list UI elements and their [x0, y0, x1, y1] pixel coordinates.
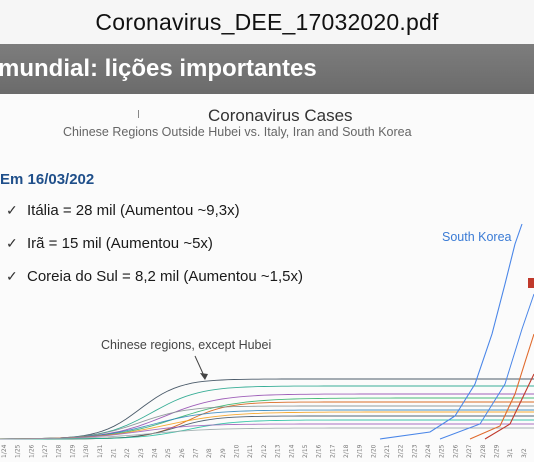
annotation-arrow	[194, 355, 208, 380]
x-tick-label: 2/29	[493, 444, 500, 458]
x-tick-label: 2/14	[288, 444, 295, 458]
x-tick-label: 1/28	[56, 444, 63, 458]
window-title: Coronavirus_DEE_17032020.pdf	[95, 8, 439, 35]
check-icon: ✓	[6, 235, 18, 251]
x-tick-label: 2/25	[439, 444, 446, 458]
x-tick-label: 1/25	[15, 444, 22, 458]
chart-series-line	[0, 397, 534, 440]
chart-series-line	[0, 427, 534, 440]
x-tick-label: 2/28	[480, 444, 487, 458]
red-marker	[528, 278, 534, 288]
x-tick-label: 2/12	[261, 444, 268, 458]
x-tick-label: 3/2	[521, 448, 528, 458]
x-tick-label: 1/27	[42, 444, 49, 458]
chart-series-line	[0, 405, 534, 440]
bullet-text: Irã = 15 mil (Aumentou ~5x)	[27, 235, 213, 252]
x-tick-label: 2/4	[151, 448, 158, 458]
x-tick-label: 2/2	[124, 448, 131, 458]
x-tick-label: 2/6	[179, 448, 186, 458]
x-tick-label: 2/3	[138, 448, 145, 458]
x-tick-label: 2/26	[452, 444, 459, 458]
x-tick-label: 2/23	[411, 444, 418, 458]
x-tick-label: 2/19	[357, 444, 364, 458]
check-icon: ✓	[6, 268, 18, 284]
x-tick-label: 1/30	[83, 444, 90, 458]
italy-series-line	[469, 333, 534, 440]
x-tick-label: 2/5	[165, 448, 172, 458]
x-tick-label: 2/15	[302, 444, 309, 458]
x-tick-label: 3/1	[507, 448, 514, 458]
chart-annotation-chinese-regions: Chinese regions, except Hubei	[101, 338, 272, 352]
check-icon: ✓	[6, 202, 18, 218]
x-tick-label: 2/27	[466, 444, 473, 458]
x-tick-label: 2/21	[384, 444, 391, 458]
chart-title: Coronavirus Cases	[208, 106, 353, 125]
chart-lines	[0, 223, 534, 440]
x-tick-label: 2/10	[234, 444, 241, 458]
bullet-text: Itália = 28 mil (Aumentou ~9,3x)	[27, 202, 240, 219]
x-tick-label: 1/24	[1, 444, 8, 458]
cases-line-chart: 1/24 1/25 1/26 1/27 1/28 1/29 1/30 1/31 2/1 2/2 2/…	[0, 223, 534, 458]
x-tick-label: 2/20	[370, 444, 377, 458]
south-korea-series-line-2	[439, 293, 534, 440]
x-tick-label: 1/29	[69, 444, 76, 458]
x-tick-label: 2/8	[206, 448, 213, 458]
chart-series-line	[0, 419, 534, 440]
chart-annotation-south-korea: South Korea	[442, 230, 512, 244]
x-tick-label: 2/18	[343, 444, 350, 458]
x-tick-label: 2/22	[398, 444, 405, 458]
south-korea-series-line	[379, 223, 523, 440]
date-heading: Em 16/03/202	[0, 171, 95, 188]
chart-series-line	[0, 409, 534, 440]
chart-subtitle: Chinese Regions Outside Hubei vs. Italy,…	[63, 125, 412, 139]
iran-series-line	[484, 373, 534, 440]
x-tick-label: 2/11	[247, 444, 254, 458]
slide-header-bar: mundial: lições importantes	[0, 44, 534, 94]
chart-series-line	[0, 378, 534, 440]
chart-series-line	[0, 423, 534, 440]
bullet-text: Coreia do Sul = 8,2 mil (Aumentou ~1,5x)	[27, 268, 303, 285]
x-axis-ticks: 1/24 1/25 1/26 1/27 1/28 1/29 1/30 1/31 2/1 2/2 2/…	[1, 444, 528, 458]
x-tick-label: 2/9	[220, 448, 227, 458]
x-tick-label: 2/13	[275, 444, 282, 458]
x-tick-label: 1/31	[97, 444, 104, 458]
slide-tick-mark	[138, 110, 139, 118]
chart-series-line	[0, 415, 534, 440]
x-tick-label: 2/16	[316, 444, 323, 458]
x-tick-label: 1/26	[28, 444, 35, 458]
slide-header-title: mundial: lições importantes	[0, 55, 317, 82]
x-tick-label: 2/24	[425, 444, 432, 458]
x-tick-label: 2/7	[193, 448, 200, 458]
x-tick-label: 2/17	[329, 444, 336, 458]
x-tick-label: 2/1	[110, 448, 117, 458]
window-title-bar: Coronavirus_DEE_17032020.pdf	[0, 0, 534, 44]
annotation-arrow-head	[200, 373, 208, 380]
